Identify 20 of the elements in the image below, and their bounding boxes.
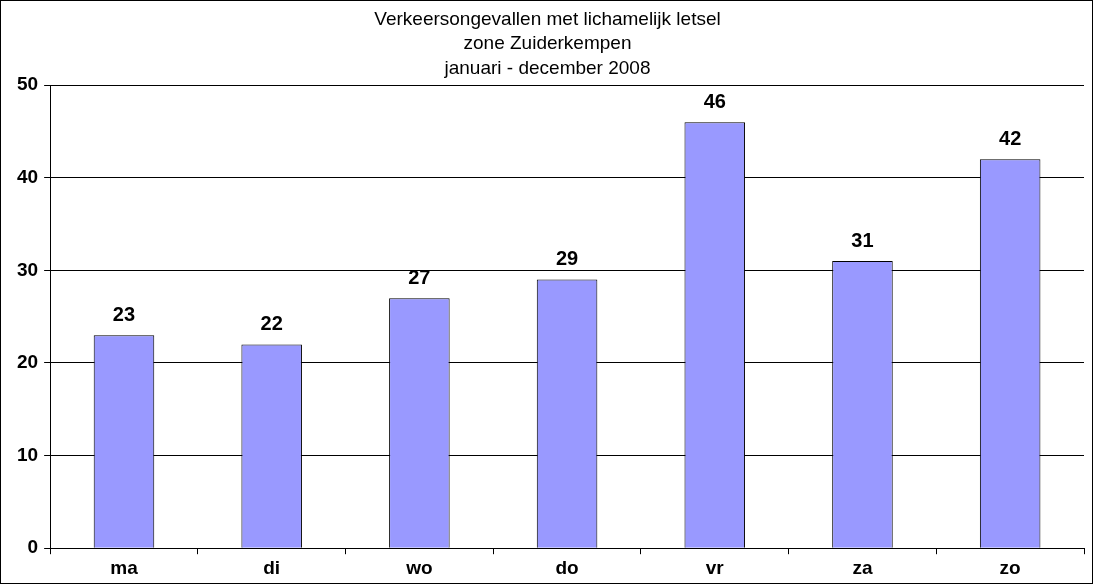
x-tick-label: do (555, 556, 579, 578)
data-label: 22 (260, 311, 283, 334)
x-tick-label: di (263, 556, 281, 578)
data-label: 42 (999, 126, 1022, 149)
x-tick-label: ma (110, 556, 139, 578)
y-tick-label: 10 (16, 443, 39, 465)
y-tick-label: 30 (16, 258, 39, 280)
data-label: 29 (555, 247, 579, 270)
data-label: 23 (112, 302, 136, 325)
x-tick-label: wo (405, 556, 433, 578)
x-tick-label: vr (705, 556, 725, 578)
y-tick-label: 20 (16, 351, 39, 373)
chart-title: Verkeersongevallen met lichamelijk letsel zone Zuiderkempen januari - december 2008 (374, 7, 721, 78)
x-tick-label: za (852, 556, 873, 578)
data-label: 31 (851, 228, 874, 251)
x-tick-label: zo (999, 556, 1021, 578)
data-label: 46 (703, 89, 726, 112)
y-tick-label: 0 (27, 536, 39, 558)
y-tick-label: 40 (16, 165, 39, 187)
y-tick-label: 50 (16, 73, 39, 95)
